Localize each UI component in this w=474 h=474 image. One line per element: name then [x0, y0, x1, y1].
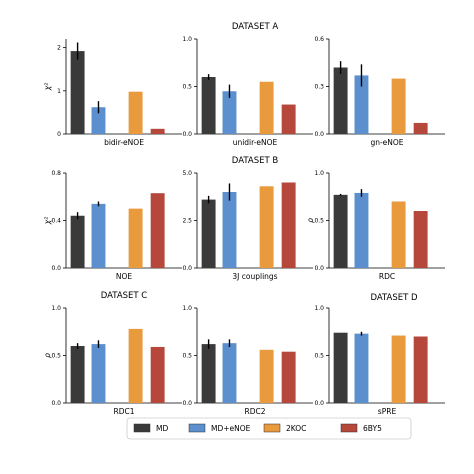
bar-md-enoe [354, 333, 369, 403]
dataset-title: DATASET C [101, 291, 148, 301]
y-axis-label: χ² [43, 217, 52, 225]
legend: MD MD+eNOE 2KOC 6BY5 [126, 417, 412, 440]
panel-7: 0.0 0.5 1.0 RDC1 ρ DATASET C [43, 291, 182, 416]
bar-md [201, 199, 216, 268]
panel-2: 0.0 0.5 1.0 unidir-eNOE DATASET A [182, 22, 313, 147]
panel-6: 0.0 0.5 1.0 RDC ρ [306, 170, 445, 281]
y-tick-label: 2 [57, 45, 61, 52]
bar-2koc [259, 186, 274, 268]
x-axis-label: unidir-eNOE [233, 138, 278, 147]
panel-9: 0.0 0.5 1.0 sPRE DATASET D [314, 293, 445, 416]
y-tick-label: 1.0 [182, 36, 192, 43]
y-tick-label: 0.0 [314, 265, 324, 272]
y-tick-label: 0.0 [51, 265, 61, 272]
x-axis-label: NOE [116, 272, 133, 281]
y-tick-label: 2.5 [182, 218, 192, 225]
legend-swatch-md-enoe [188, 423, 206, 433]
bar-2koc [128, 328, 143, 403]
y-tick-label: 0.3 [314, 84, 324, 91]
bar-2koc [391, 78, 406, 134]
bar-md-enoe [91, 203, 106, 268]
y-tick-label: 1 [57, 88, 61, 95]
bar-6by5 [413, 122, 428, 134]
y-tick-label: 0.8 [51, 170, 61, 177]
bar-md [70, 51, 85, 134]
y-tick-label: 0.5 [314, 218, 324, 225]
bar-md [333, 332, 348, 403]
dataset-title: DATASET A [232, 22, 279, 32]
legend-swatch-6by5 [340, 423, 358, 433]
y-tick-label: 1.0 [51, 305, 61, 312]
legend-swatch-2koc [263, 423, 281, 433]
bar-md [70, 215, 85, 268]
bar-md-enoe [354, 75, 369, 134]
bar-6by5 [281, 182, 296, 268]
y-axis-label: χ² [43, 83, 52, 91]
bar-2koc [391, 201, 406, 268]
y-tick-label: 0.0 [182, 131, 192, 138]
bar-6by5 [150, 193, 165, 268]
x-axis-label: bidir-eNOE [104, 138, 144, 147]
x-axis-label: gn-eNOE [370, 138, 403, 147]
panel-8: 0.0 0.5 1.0 RDC2 [182, 305, 313, 416]
bar-6by5 [150, 128, 165, 134]
bar-md [333, 194, 348, 268]
bar-6by5 [413, 336, 428, 403]
bar-6by5 [281, 104, 296, 134]
bar-6by5 [281, 351, 296, 403]
y-tick-label: 1.0 [314, 170, 324, 177]
y-tick-label: 5.0 [182, 170, 192, 177]
x-axis-label: RDC [379, 272, 395, 281]
y-axis-label: ρ [306, 218, 315, 223]
y-tick-label: 0.0 [182, 400, 192, 407]
y-tick-label: 0.0 [182, 265, 192, 272]
bar-2koc [259, 349, 274, 403]
x-axis-label: RDC1 [114, 407, 135, 416]
y-tick-label: 0.0 [51, 400, 61, 407]
y-tick-label: 0.6 [314, 36, 324, 43]
y-tick-label: 0.4 [51, 218, 61, 225]
x-axis-label: sPRE [378, 407, 397, 416]
legend-label-6by5: 6BY5 [363, 424, 382, 433]
bar-md [201, 344, 216, 403]
dataset-title: DATASET B [232, 156, 279, 166]
y-tick-label: 0.0 [314, 131, 324, 138]
y-tick-label: 0.0 [314, 400, 324, 407]
dataset-title: DATASET D [370, 293, 418, 303]
bar-2koc [259, 81, 274, 134]
bar-6by5 [413, 211, 428, 268]
bar-md-enoe [222, 192, 237, 268]
legend-label-md: MD [156, 424, 168, 433]
panel-5: 0.0 2.5 5.0 3J couplings DATASET B [182, 156, 313, 281]
bar-2koc [128, 208, 143, 268]
y-tick-label: 0 [57, 131, 61, 138]
y-tick-label: 1.0 [314, 305, 324, 312]
y-tick-label: 1.0 [182, 305, 192, 312]
panel-4: 0.0 0.4 0.8 NOE χ² [43, 170, 182, 281]
bar-6by5 [150, 346, 165, 403]
bar-md-enoe [222, 91, 237, 134]
bar-md-enoe [91, 344, 106, 403]
y-tick-label: 0.5 [314, 353, 324, 360]
bar-md-enoe [354, 192, 369, 268]
panel-3: 0.0 0.3 0.6 gn-eNOE [314, 36, 445, 147]
legend-label-md-enoe: MD+eNOE [211, 424, 251, 433]
bar-md-enoe [91, 107, 106, 134]
bar-md [201, 77, 216, 134]
bar-md [70, 346, 85, 403]
x-axis-label: 3J couplings [232, 272, 277, 281]
y-tick-label: 0.5 [182, 353, 192, 360]
legend-label-2koc: 2KOC [286, 424, 306, 433]
x-axis-label: RDC2 [245, 407, 266, 416]
legend-swatch-md [133, 423, 151, 433]
y-axis-label: ρ [43, 353, 52, 358]
bar-md-enoe [222, 343, 237, 403]
y-tick-label: 0.5 [182, 84, 192, 91]
bar-2koc [391, 335, 406, 403]
panel-1: 0 1 2 bidir-eNOE χ² [43, 39, 182, 147]
bar-2koc [128, 91, 143, 134]
y-tick-label: 0.5 [51, 353, 61, 360]
bar-md [333, 67, 348, 134]
